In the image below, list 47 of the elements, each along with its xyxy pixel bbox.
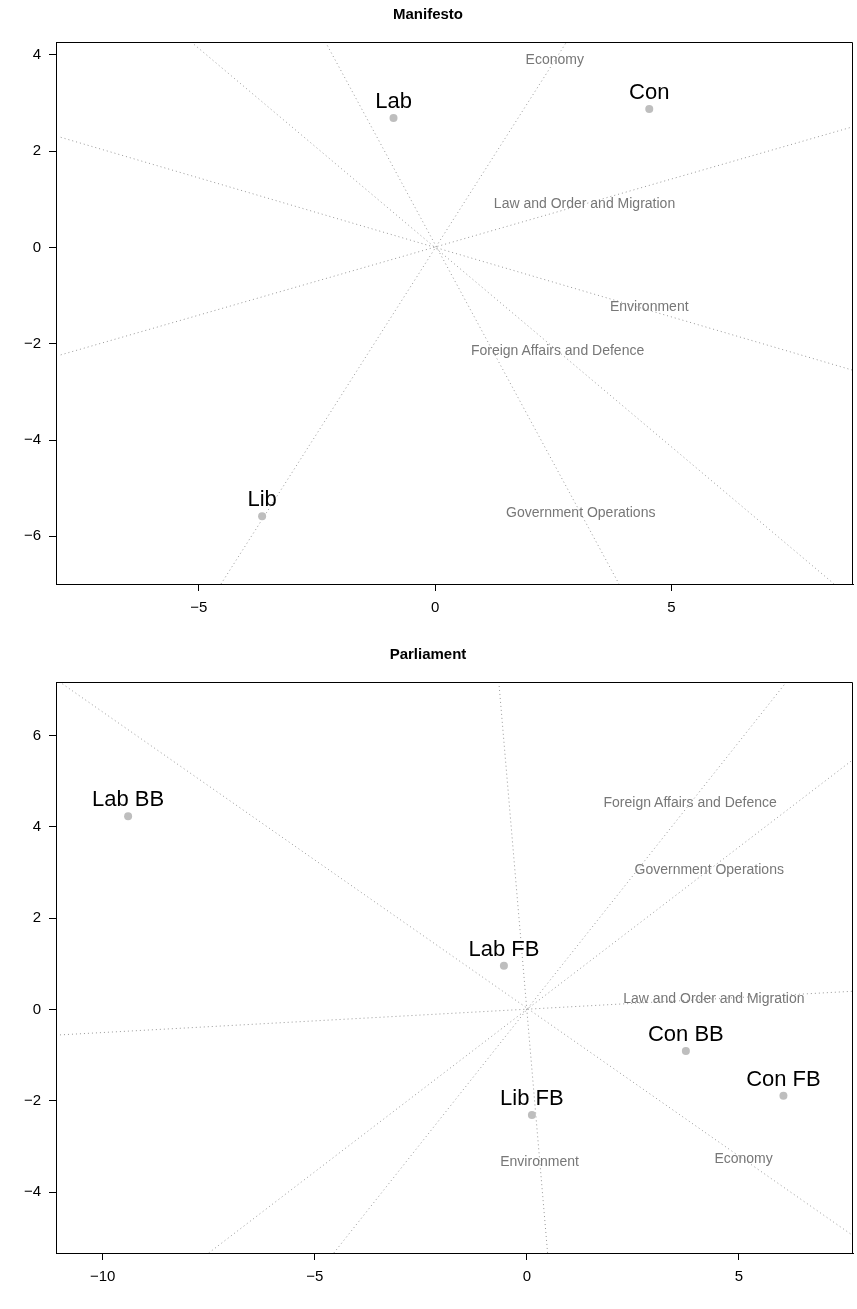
annotation: Government Operations bbox=[506, 504, 656, 521]
chart-title: Manifesto bbox=[392, 5, 464, 23]
y-tick-label: 2 bbox=[32, 908, 41, 926]
y-tick-label: 4 bbox=[32, 816, 41, 834]
annotation: Foreign Affairs and Defence bbox=[603, 794, 777, 811]
annotation: Law and Order and Migration bbox=[493, 195, 676, 212]
y-tick-label: 4 bbox=[32, 45, 41, 63]
y-tick-label: −6 bbox=[23, 526, 41, 544]
data-label: Lib bbox=[247, 486, 277, 512]
data-label: Lib FB bbox=[500, 1085, 564, 1111]
data-label: Con bbox=[629, 78, 670, 104]
x-tick-label: 0 bbox=[522, 1267, 531, 1285]
data-label: Lab bbox=[375, 88, 412, 114]
annotation: Government Operations bbox=[634, 860, 784, 877]
x-tick-label: −5 bbox=[306, 1267, 324, 1285]
point bbox=[258, 512, 267, 521]
y-tick-label: 2 bbox=[32, 141, 41, 159]
x-tick-label: 5 bbox=[734, 1267, 744, 1285]
data-label: Lab FB bbox=[468, 935, 540, 961]
point bbox=[499, 961, 508, 970]
point bbox=[389, 114, 398, 123]
y-tick-label: −2 bbox=[23, 333, 41, 351]
point bbox=[124, 812, 133, 821]
x-tick-label: 0 bbox=[430, 598, 440, 616]
x-tick-label: −5 bbox=[190, 598, 208, 616]
y-tick-label: −4 bbox=[23, 1182, 41, 1200]
y-tick-label: 6 bbox=[32, 725, 41, 743]
data-label: Con BB bbox=[647, 1021, 724, 1047]
x-tick-label: −10 bbox=[89, 1267, 116, 1285]
data-label: Con FB bbox=[746, 1065, 821, 1091]
chart-title: Parliament bbox=[389, 645, 467, 663]
annotation: Environment bbox=[609, 298, 689, 315]
point bbox=[527, 1111, 536, 1120]
point bbox=[645, 104, 654, 113]
annotation: Economy bbox=[714, 1149, 773, 1166]
annotation: Economy bbox=[525, 51, 584, 68]
y-tick-label: 0 bbox=[32, 237, 41, 255]
point bbox=[681, 1047, 690, 1056]
y-tick-label: −4 bbox=[23, 430, 41, 448]
annotation: Law and Order and Migration bbox=[623, 989, 805, 1006]
y-tick-label: 0 bbox=[32, 999, 41, 1017]
point bbox=[779, 1091, 788, 1100]
annotation: Foreign Affairs and Defence bbox=[470, 341, 645, 358]
annotation: Environment bbox=[500, 1152, 579, 1169]
y-tick-label: −2 bbox=[23, 1091, 41, 1109]
data-label: Lab BB bbox=[92, 786, 165, 812]
x-tick-label: 5 bbox=[667, 598, 676, 616]
